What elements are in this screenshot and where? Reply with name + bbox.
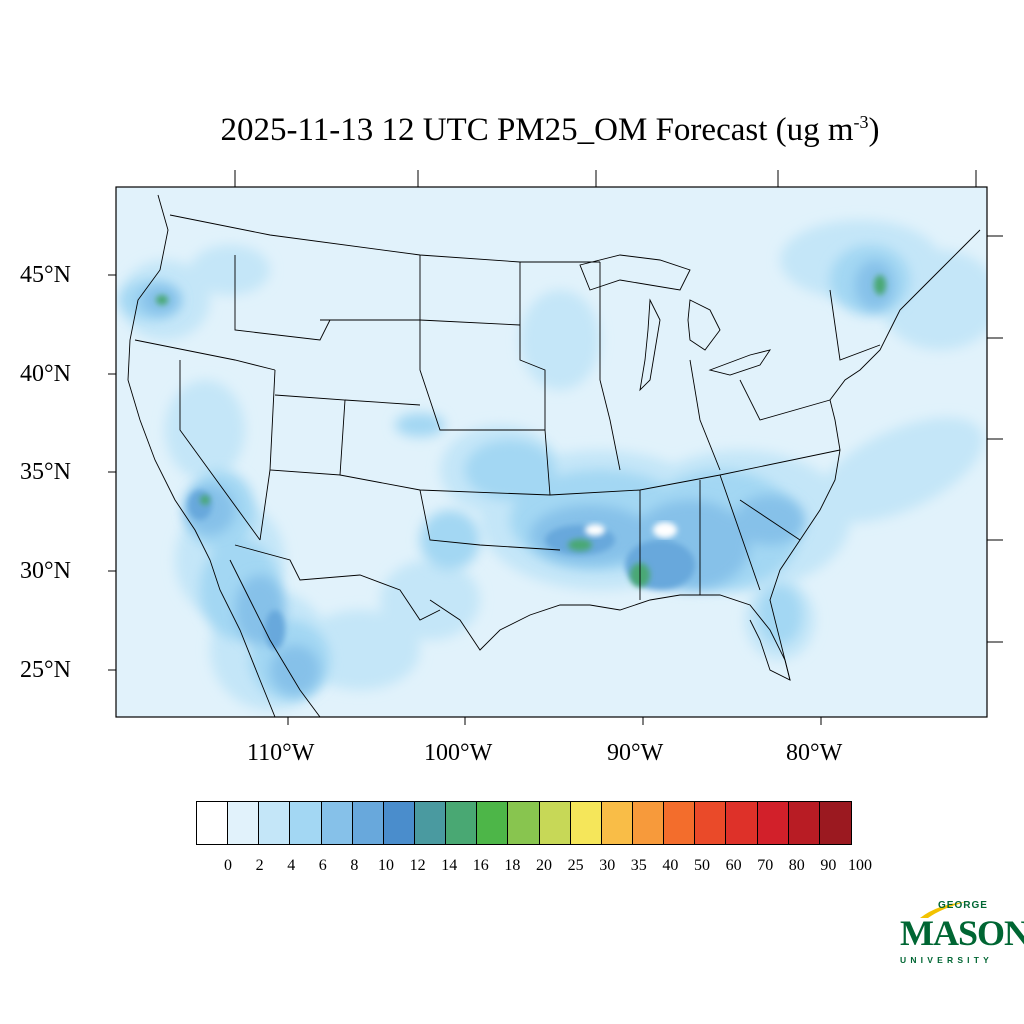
coastline-baja [229, 559, 321, 717]
colorbar-swatch [539, 802, 571, 844]
great-lakes-huron [687, 299, 721, 351]
state-line-11 [599, 262, 621, 471]
colorbar-swatch [508, 802, 540, 844]
state-line-10 [549, 449, 841, 496]
lat-label-25: 25°N [20, 657, 71, 683]
border-canada [169, 214, 600, 263]
lon-label-80: 80°W [786, 740, 843, 766]
map-frame [115, 186, 988, 718]
colorbar-tick-label: 35 [630, 857, 647, 874]
state-line-6 [419, 255, 545, 431]
state-line-15 [739, 499, 801, 541]
title-text: 2025-11-13 12 UTC PM25_OM Forecast (ug m [220, 112, 854, 148]
colorbar-swatch [290, 802, 322, 844]
colorbar-tick-label: 16 [472, 857, 489, 874]
colorbar [196, 801, 852, 845]
colorbar-swatch [726, 802, 758, 844]
colorbar-swatch [228, 802, 260, 844]
colorbar-tick-label: 60 [725, 857, 742, 874]
colorbar-tick-label: 0 [224, 857, 232, 874]
lon-label-90: 90°W [607, 740, 664, 766]
colorbar-swatch [259, 802, 291, 844]
colorbar-tick-label: 70 [757, 857, 774, 874]
colorbar-tick-label: 100 [848, 857, 872, 874]
colorbar-swatch [601, 802, 633, 844]
colorbar-swatch [197, 802, 229, 844]
gmu-logo: GEORGE MASON UNIVERSITY [898, 900, 1024, 970]
lat-label-40: 40°N [20, 361, 71, 387]
tick-marks [108, 170, 1003, 725]
logo-swoosh-icon [920, 902, 966, 918]
logo-mason: MASON [900, 913, 1024, 953]
colorbar-swatch [477, 802, 509, 844]
field-clean-patches [585, 522, 677, 538]
state-line-13 [689, 359, 721, 471]
colorbar-swatch [383, 802, 415, 844]
state-line-1 [234, 255, 331, 341]
colorbar-tick-label: 18 [504, 857, 521, 874]
state-line-7 [519, 262, 551, 496]
colorbar-tick-label: 30 [599, 857, 616, 874]
colorbar-tick-label: 90 [820, 857, 837, 874]
colorbar-tick-label: 50 [694, 857, 710, 874]
colorbar-swatch [664, 802, 696, 844]
colorbar-swatch [632, 802, 665, 844]
logo-university: UNIVERSITY [900, 955, 994, 965]
colorbar-swatch [352, 802, 384, 844]
state-line-14 [739, 379, 831, 421]
state-line-9 [419, 489, 561, 551]
state-line-12 [639, 474, 761, 600]
colorbar-tick-label: 8 [350, 857, 359, 874]
colorbar-tick-label: 14 [441, 857, 458, 874]
lat-label-35: 35°N [20, 459, 71, 485]
colorbar-swatch [788, 802, 820, 844]
colorbar-swatch [321, 802, 353, 844]
title-exponent: -3 [853, 112, 869, 132]
colorbar-tick-label: 4 [287, 857, 296, 874]
lon-label-100: 100°W [424, 740, 493, 766]
lat-label-30: 30°N [20, 558, 71, 584]
colorbar-tick-label: 40 [662, 857, 679, 874]
title-close: ) [868, 112, 880, 148]
colorbar-tick-label: 80 [788, 857, 805, 874]
colorbar-swatch [819, 802, 851, 844]
border-mexico [234, 544, 441, 621]
colorbar-tick-label: 10 [378, 857, 394, 874]
colorbar-swatch [695, 802, 727, 844]
boundaries [127, 194, 981, 717]
lat-label-45: 45°N [20, 262, 71, 288]
colorbar-tick-label: 6 [318, 857, 327, 874]
colorbar-swatch [446, 802, 478, 844]
colorbar-tick-label: 25 [567, 857, 584, 874]
great-lakes-michigan [639, 298, 661, 392]
lon-label-110: 110°W [247, 740, 315, 766]
state-line-16 [829, 289, 881, 361]
colorbar-swatch [570, 802, 602, 844]
state-line-3 [179, 360, 261, 541]
coastline-gulf [429, 594, 791, 681]
logo-george: GEORGE [938, 900, 988, 911]
colorbar-tick-label: 2 [255, 857, 264, 874]
colorbar-tick-label: 20 [536, 857, 552, 874]
colorbar-tick-label: 12 [409, 857, 426, 874]
state-line-2 [134, 339, 276, 371]
great-lakes-erie [708, 349, 772, 376]
coastline-west [127, 194, 276, 717]
colorbar-swatch [414, 802, 447, 844]
state-line-17 [259, 399, 421, 541]
map-title: 2025-11-13 12 UTC PM25_OM Forecast (ug m… [0, 112, 1024, 149]
colorbar-swatch [757, 802, 789, 844]
